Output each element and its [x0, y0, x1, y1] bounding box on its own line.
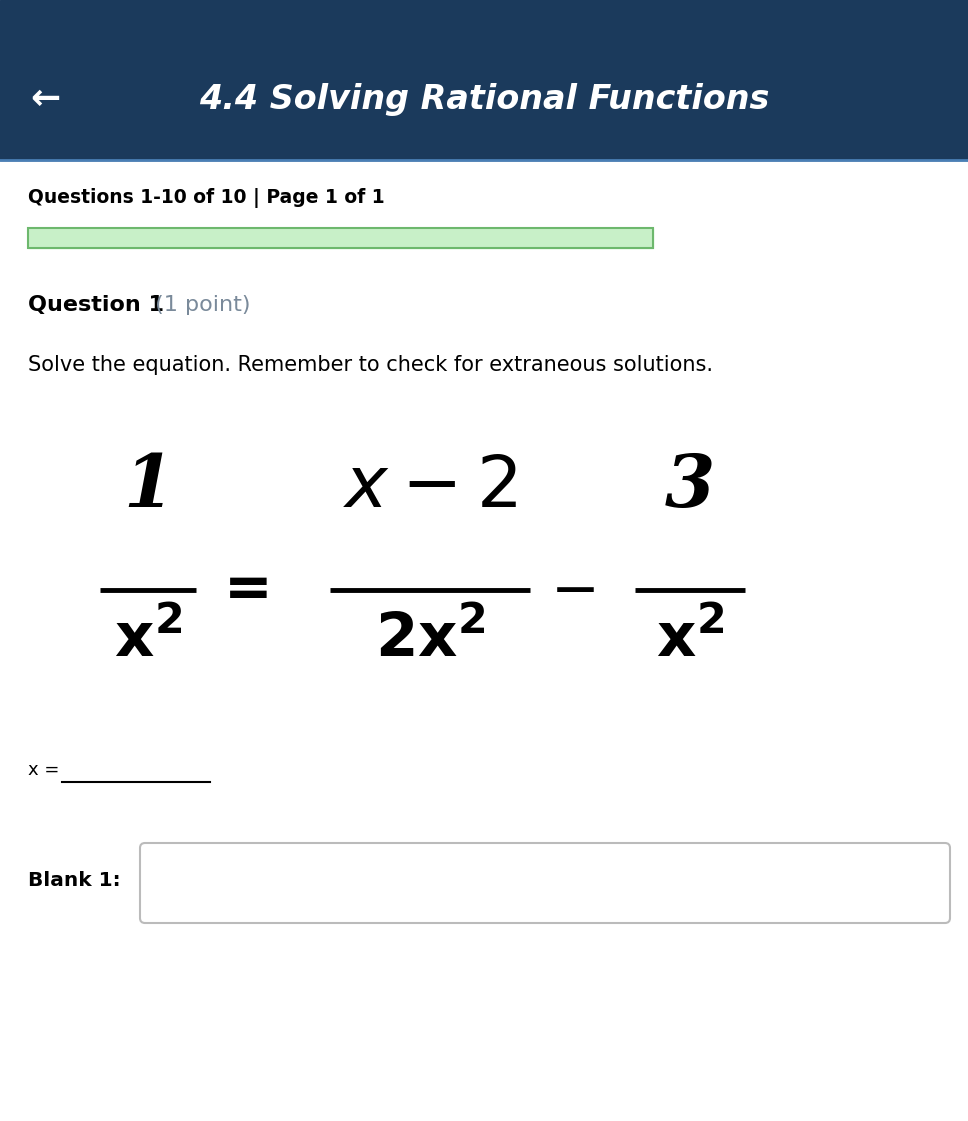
- Text: Questions 1-10 of 10 | Page 1 of 1: Questions 1-10 of 10 | Page 1 of 1: [28, 188, 384, 209]
- Text: $\mathbf{2x^2}$: $\mathbf{2x^2}$: [375, 610, 485, 670]
- Text: Question 1: Question 1: [28, 295, 164, 315]
- Bar: [0, 160, 968, 1121]
- Text: ←: ←: [30, 82, 60, 115]
- Bar: [0, 0, 968, 38]
- Text: x =: x =: [28, 761, 59, 779]
- Bar: [0, 38, 968, 160]
- Text: 3: 3: [665, 451, 715, 522]
- Text: 4.4 Solving Rational Functions: 4.4 Solving Rational Functions: [198, 83, 770, 115]
- Text: (1 point): (1 point): [148, 295, 251, 315]
- Text: $\mathbf{x^2}$: $\mathbf{x^2}$: [656, 610, 724, 670]
- Text: Solve the equation. Remember to check for extraneous solutions.: Solve the equation. Remember to check fo…: [28, 355, 713, 376]
- Text: $x-2$: $x-2$: [343, 451, 517, 522]
- Text: $-$: $-$: [550, 562, 594, 619]
- Text: $\mathbf{x^2}$: $\mathbf{x^2}$: [114, 610, 182, 670]
- Text: 1: 1: [123, 451, 173, 522]
- Text: Blank 1:: Blank 1:: [28, 871, 121, 889]
- FancyBboxPatch shape: [140, 843, 950, 923]
- Text: =: =: [224, 562, 272, 619]
- Bar: [28, 228, 653, 248]
- Bar: [28, 228, 653, 248]
